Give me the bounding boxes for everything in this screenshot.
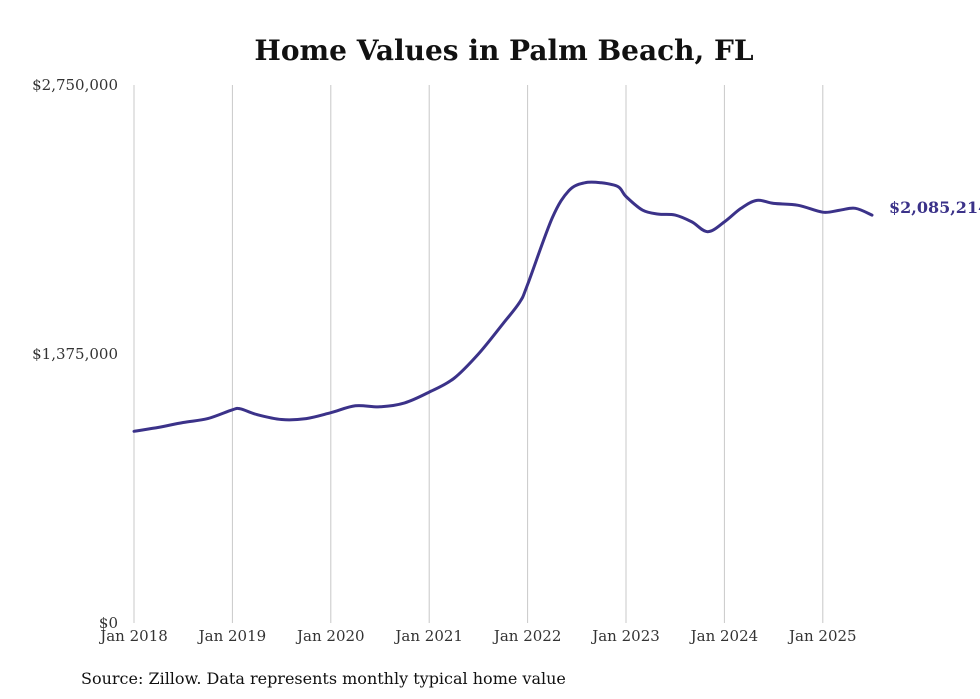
series-line-0 [132,180,874,433]
source-note: Source: Zillow. Data represents monthly … [81,669,566,688]
x-tick-label-7: Jan 2025 [787,627,857,645]
chart-title: Home Values in Palm Beach, FL [254,34,754,67]
series-layer [132,180,874,433]
y-axis-ticks: $0 $1,375,000 $2,750,000 [32,76,118,632]
gridlines [133,85,824,623]
x-tick-label-1: Jan 2019 [197,627,267,645]
x-axis-ticks: Jan 2018 Jan 2019 Jan 2020 Jan 2021 Jan 2022… [98,627,856,645]
x-tick-label-5: Jan 2023 [590,627,660,645]
y-tick-label-1: $1,375,000 [32,345,118,363]
x-tick-label-6: Jan 2024 [689,627,759,645]
y-tick-label-0: $0 [99,614,118,632]
x-tick-label-2: Jan 2020 [295,627,365,645]
x-tick-label-0: Jan 2018 [98,627,168,645]
end-value-label: $2,085,214 [889,198,980,217]
x-tick-label-3: Jan 2021 [393,627,463,645]
y-tick-label-2: $2,750,000 [32,76,118,94]
x-tick-label-4: Jan 2022 [492,627,562,645]
